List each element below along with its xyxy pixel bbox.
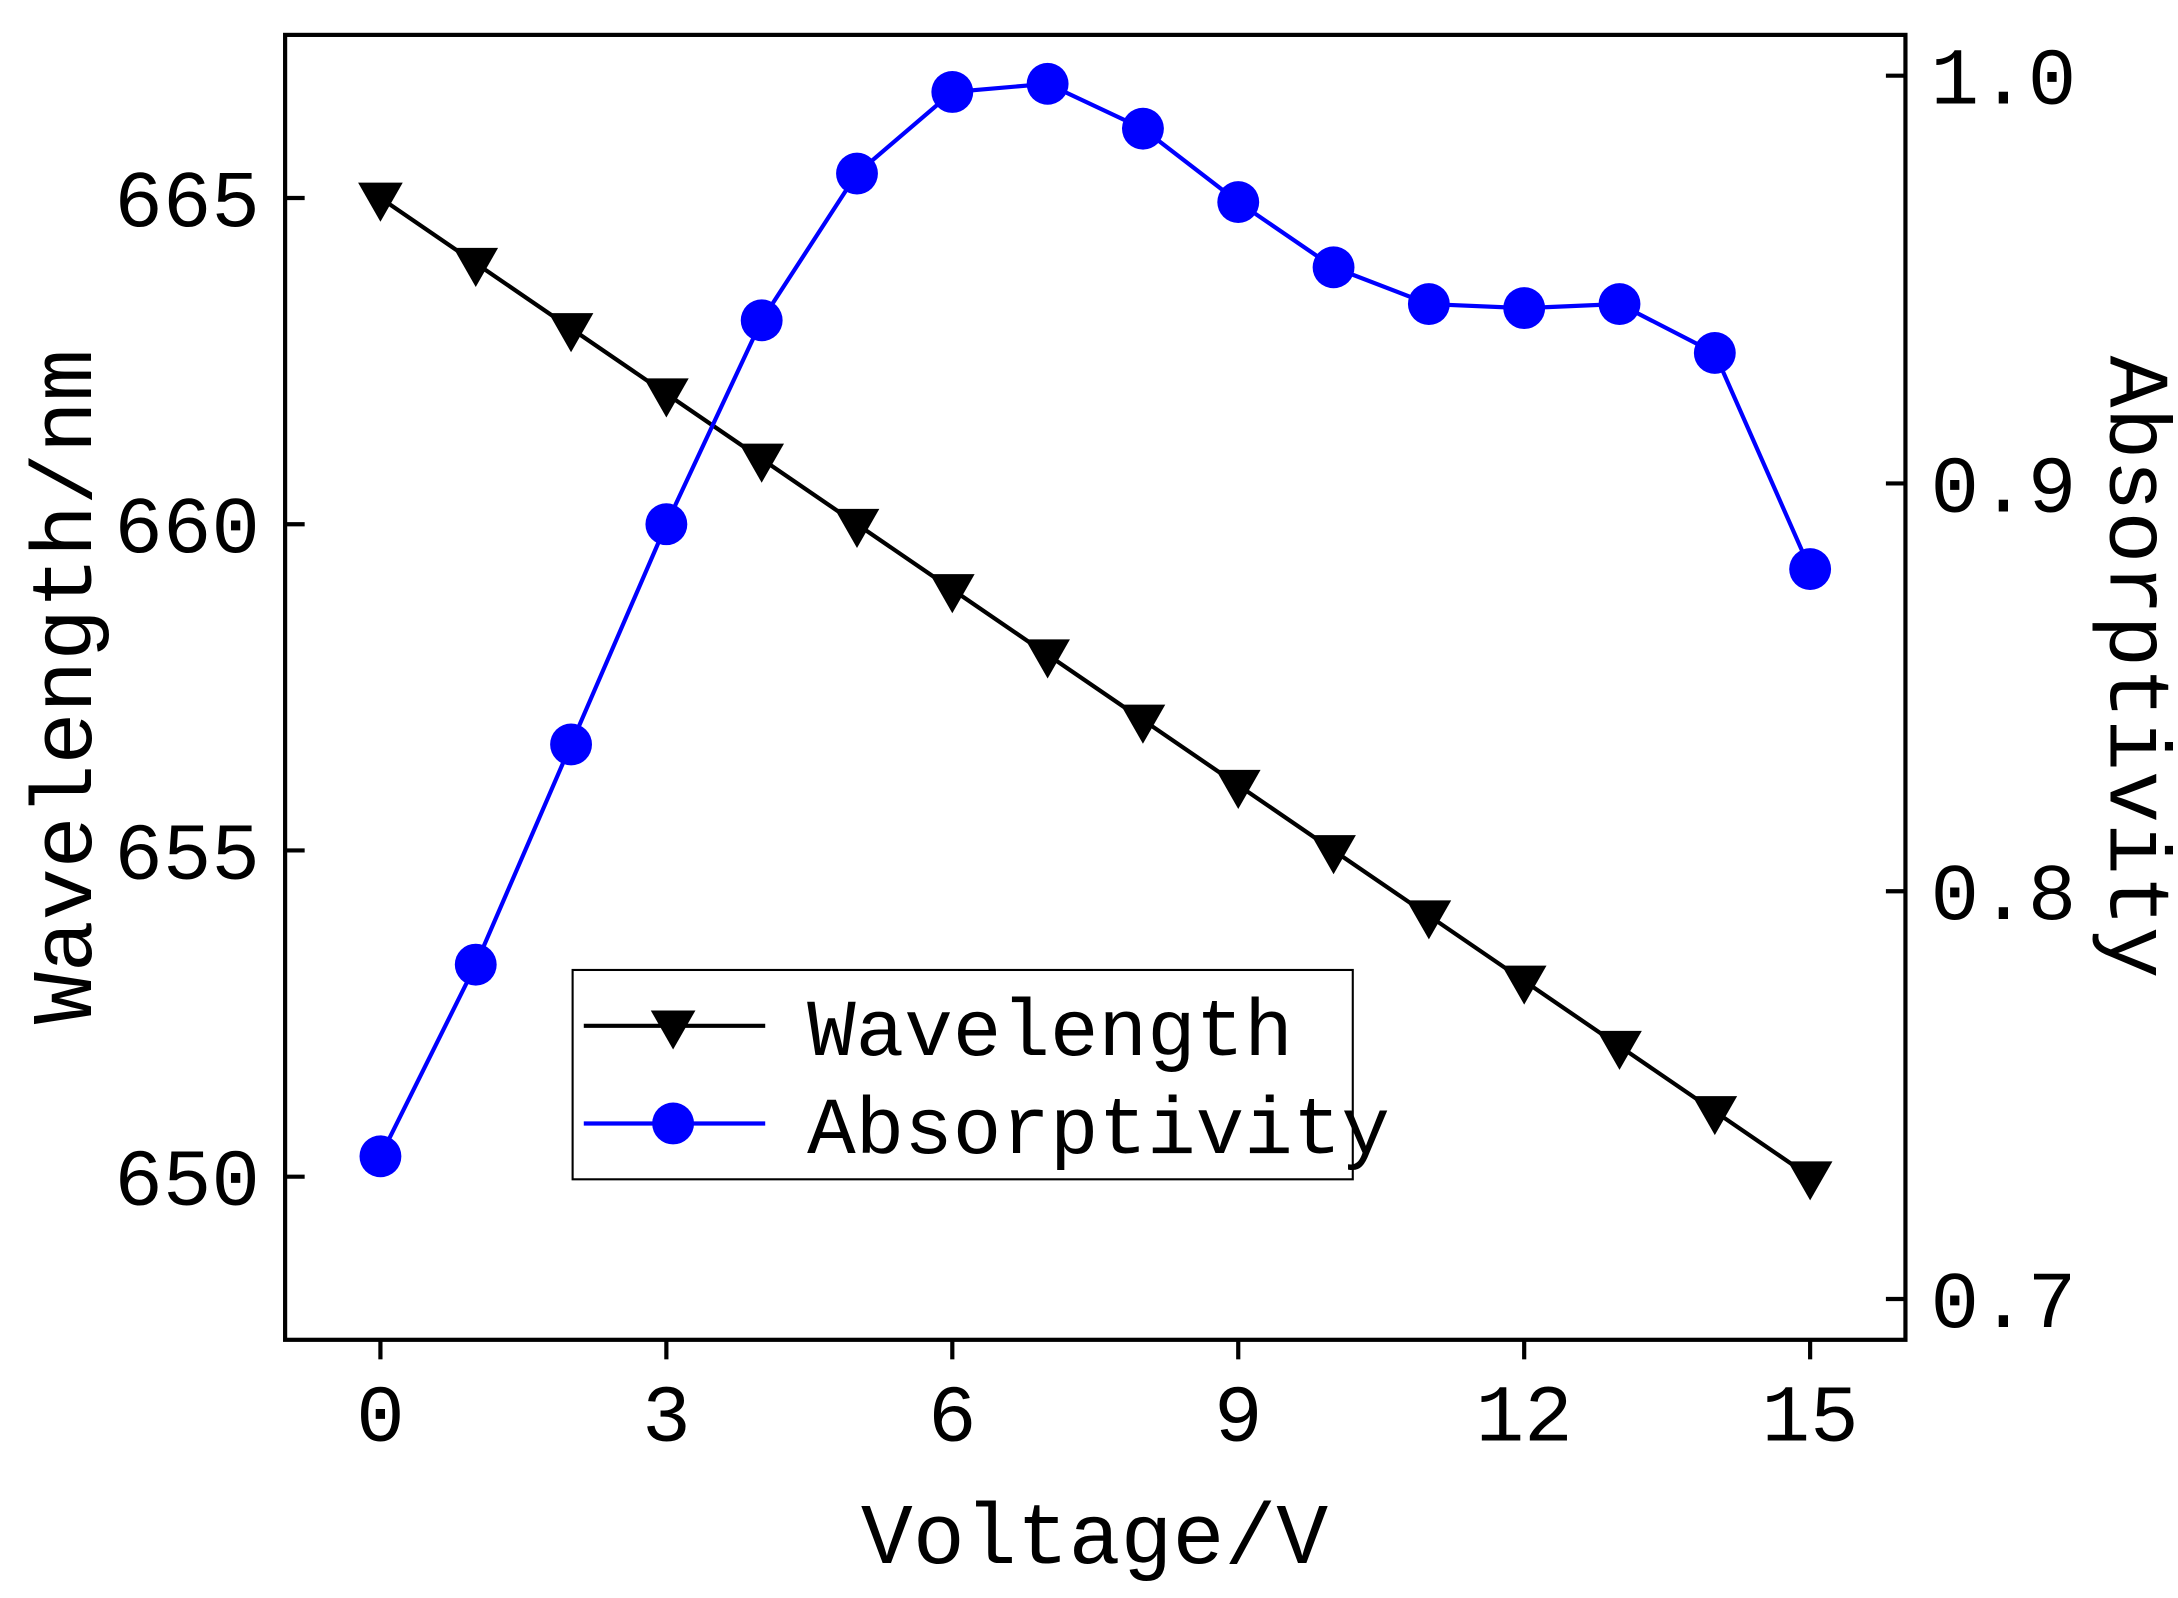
data-point-wavelength <box>1215 769 1261 809</box>
data-point-wavelength <box>1025 639 1070 679</box>
data-point-wavelength <box>1311 835 1356 875</box>
data-point-absorptivity <box>645 503 688 546</box>
series-line-absorptivity <box>378 81 1813 1158</box>
y-left-tick-label: 650 <box>114 1139 260 1230</box>
data-point-wavelength <box>1501 965 1547 1005</box>
data-point-wavelength <box>358 182 403 222</box>
data-point-wavelength <box>739 443 785 483</box>
y-right-tick-label: 0.9 <box>1931 445 2077 536</box>
legend-label-wavelength: Wavelength <box>807 989 1293 1080</box>
y-axis-left-label: Wavelength/nm <box>19 349 117 1024</box>
data-point-absorptivity <box>1503 287 1546 330</box>
legend-box <box>571 968 1354 1181</box>
y-axis-right-label: Absorptivity <box>2085 356 2178 979</box>
y-right-tick-label: 0.8 <box>1931 853 2077 944</box>
y-left-tick-label: 665 <box>114 160 260 251</box>
data-point-wavelength <box>1597 1030 1642 1070</box>
data-point-absorptivity <box>550 723 592 766</box>
data-point-wavelength <box>929 574 975 614</box>
x-tick-label: 9 <box>1214 1374 1263 1465</box>
data-point-absorptivity <box>1598 283 1641 325</box>
y-left-tick-label: 655 <box>114 812 260 903</box>
data-point-absorptivity <box>931 71 974 113</box>
data-point-absorptivity <box>1217 181 1260 224</box>
legend-marker-wavelength <box>650 1010 696 1050</box>
data-point-absorptivity <box>359 1135 402 1178</box>
y-left-tick-label: 660 <box>114 486 260 577</box>
data-point-wavelength <box>1120 704 1166 744</box>
x-tick-label: 15 <box>1762 1374 1859 1465</box>
plot-frame <box>283 32 1908 1342</box>
data-point-absorptivity <box>836 152 878 195</box>
data-point-absorptivity <box>454 943 497 986</box>
x-tick-label: 12 <box>1476 1374 1573 1465</box>
legend-marker-absorptivity <box>652 1102 695 1145</box>
series-line-wavelength <box>379 196 1812 1179</box>
data-point-wavelength <box>453 247 499 287</box>
data-point-absorptivity <box>740 299 783 342</box>
data-point-absorptivity <box>1789 548 1832 591</box>
data-point-wavelength <box>1692 1096 1738 1136</box>
data-point-absorptivity <box>1026 62 1069 105</box>
legend: Wavelength Absorptivity <box>571 968 1390 1181</box>
x-tick-label: 0 <box>356 1374 405 1465</box>
y-right-tick-label: 0.7 <box>1931 1261 2077 1352</box>
x-tick-label: 3 <box>642 1374 691 1465</box>
data-point-absorptivity <box>1312 246 1355 289</box>
data-point-wavelength <box>834 508 880 548</box>
x-tick-label: 6 <box>928 1374 977 1465</box>
data-point-wavelength <box>1406 900 1452 940</box>
data-point-wavelength <box>644 378 689 418</box>
data-point-absorptivity <box>1407 283 1450 325</box>
data-point-absorptivity <box>1693 332 1736 374</box>
legend-label-absorptivity: Absorptivity <box>807 1087 1390 1178</box>
data-point-absorptivity <box>1122 107 1164 150</box>
data-point-wavelength <box>548 313 594 353</box>
data-point-wavelength <box>1787 1161 1833 1201</box>
x-axis-label: Voltage/V <box>861 1491 1328 1589</box>
y-right-tick-label: 1.0 <box>1931 38 2077 129</box>
